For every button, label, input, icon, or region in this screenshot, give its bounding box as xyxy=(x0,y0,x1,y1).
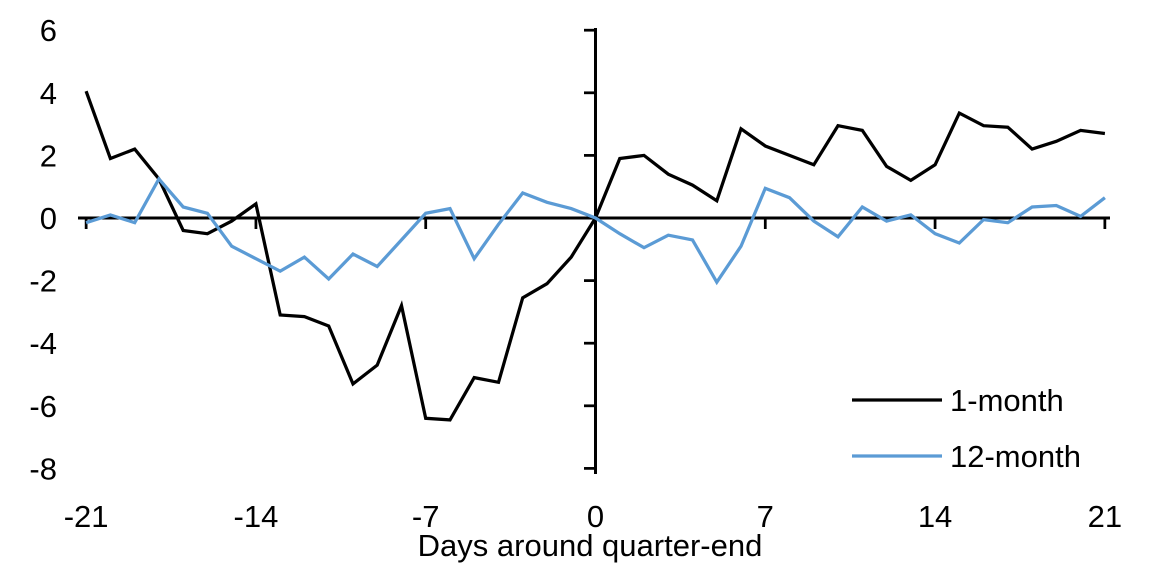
legend-label-12-month: 12-month xyxy=(950,439,1081,474)
x-tick-label: -21 xyxy=(64,499,109,534)
y-tick-label: -2 xyxy=(29,264,57,299)
x-tick-label: -14 xyxy=(234,499,279,534)
y-axis-tick-labels: 6 4 2 0 -2 -4 -6 -8 xyxy=(29,13,57,486)
x-tick-label: -7 xyxy=(412,499,440,534)
x-axis-title: Days around quarter-end xyxy=(418,528,763,563)
x-tick-label: 7 xyxy=(757,499,774,534)
y-tick-label: -8 xyxy=(29,451,57,486)
legend: 1-month 12-month xyxy=(852,383,1081,474)
y-tick-label: 6 xyxy=(40,13,57,48)
y-tick-label: 0 xyxy=(40,201,57,236)
y-axis-ticks xyxy=(584,28,597,470)
y-tick-label: 4 xyxy=(40,76,57,111)
x-tick-label: 14 xyxy=(918,499,952,534)
legend-label-1-month: 1-month xyxy=(950,383,1064,418)
x-tick-label: 21 xyxy=(1088,499,1122,534)
x-axis-ticks xyxy=(84,218,1107,229)
series-line-12-month xyxy=(85,176,1106,286)
y-tick-label: -4 xyxy=(29,326,57,361)
y-tick-label: -6 xyxy=(29,389,57,424)
x-axis-tick-labels: -21 -14 -7 0 7 14 21 xyxy=(64,499,1122,534)
series-lines xyxy=(84,90,1106,422)
x-tick-label: 0 xyxy=(587,499,604,534)
y-tick-label: 2 xyxy=(40,138,57,173)
